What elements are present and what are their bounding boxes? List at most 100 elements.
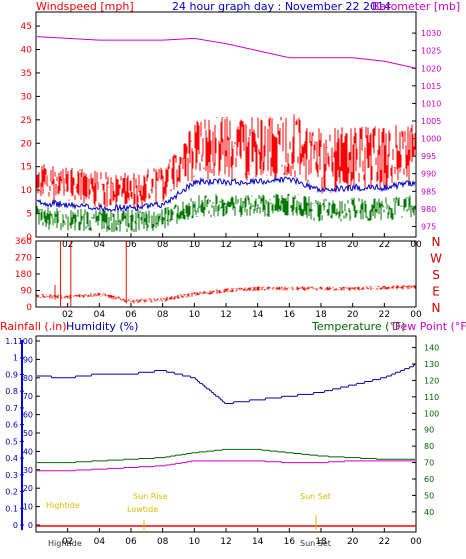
windspeed-tick-label: 5 [26, 210, 32, 220]
panel2-x-ticks: 02 04 06 08 10 12 14 16 18 20 22 00 [62, 303, 422, 320]
humidity-axis-label: Humidity (%) [66, 320, 138, 333]
barometer-tick-label: 1020 [421, 64, 441, 73]
event-sunrise: Sun Rise [133, 492, 168, 501]
barometer-axis-label: Barometer [mb] [372, 0, 460, 13]
humidity-ticks: 0 10 20 30 40 50 60 70 80 90 100 [18, 337, 40, 530]
rainfall-tick-label: 0.8 [5, 387, 18, 396]
panel1-frame [35, 11, 417, 238]
humidity-tick-label: 50 [23, 429, 33, 438]
temperature-tick-label: 140 [424, 344, 439, 353]
direction-ticks: 0 90 180 270 360 [15, 237, 40, 313]
barometer-tick-label: 1000 [421, 135, 441, 144]
temperature-tick-label: 110 [424, 393, 439, 402]
humidity-tick-label: 0 [28, 521, 33, 530]
x-tick-label: 14 [252, 240, 264, 250]
dewpoint-axis-label: Dew Point (°F) [392, 320, 466, 333]
x-tick-label: 02 [62, 537, 73, 547]
x-tick-label: 10 [189, 240, 201, 250]
x-tick-label: 00 [410, 310, 422, 320]
compass-label: S [432, 268, 440, 282]
x-tick-label: 22 [379, 240, 390, 250]
x-tick-label: 16 [284, 240, 296, 250]
barometer-ticks: 975 980 985 990 995 1000 1005 1010 1015 1020 1025 1… [412, 29, 441, 231]
barometer-tick-label: 1005 [421, 117, 441, 126]
windspeed-tick-label: 20 [21, 139, 33, 149]
panel3-frame [35, 335, 417, 533]
x-tick-label: 00 [410, 537, 422, 547]
barometer-tick-label: 990 [421, 170, 436, 179]
barometer-tick-label: 1025 [421, 47, 441, 56]
gust-trace [36, 193, 416, 233]
x-tick-label: 02 [62, 240, 73, 250]
panel2-frame [35, 240, 417, 308]
rainfall-tick-label: 0.9 [5, 370, 18, 379]
humidity-line [37, 364, 415, 405]
windspeed-ticks: 0 5 10 15 20 25 30 35 40 45 [21, 22, 40, 243]
x-tick-label: 20 [347, 537, 359, 547]
windspeed-trace [36, 114, 416, 209]
panel3-x-ticks: 02 04 06 08 10 12 14 16 18 20 22 00 [62, 528, 422, 547]
temperature-tick-label: 90 [424, 426, 434, 435]
windspeed-tick-label: 30 [21, 92, 33, 102]
windspeed-tick-label: 0 [26, 233, 32, 243]
humidity-tick-label: 40 [23, 447, 33, 456]
humidity-tick-label: 60 [23, 411, 33, 420]
humidity-tick-label: 100 [18, 337, 33, 346]
x-tick-label: 22 [379, 310, 390, 320]
rainfall-tick-label: 0 [13, 521, 18, 530]
humidity-tick-label: 20 [23, 484, 33, 493]
dewpoint-line [37, 460, 415, 472]
windspeed-tick-label: 40 [21, 46, 33, 56]
compass-label: N [432, 235, 441, 249]
barometer-tick-label: 995 [421, 152, 436, 161]
barometer-tick-label: 975 [421, 222, 436, 231]
direction-tick-label: 360 [15, 237, 32, 247]
windspeed-tick-label: 10 [21, 186, 33, 196]
event-hightide: Hightide [46, 501, 80, 510]
rainfall-tick-label: 0.5 [5, 437, 18, 446]
wind-direction-trace [36, 241, 416, 307]
x-tick-label: 10 [189, 537, 201, 547]
x-tick-label: 08 [157, 537, 169, 547]
compass-label: E [432, 285, 440, 299]
event-sunset: Sun Set [300, 492, 331, 501]
direction-tick-label: 0 [26, 303, 32, 313]
event-hightide-bottom: Hightide [48, 539, 82, 548]
x-tick-label: 12 [220, 240, 231, 250]
compass-label: W [430, 252, 442, 266]
temperature-tick-label: 50 [424, 491, 434, 500]
temperature-ticks: 40 50 60 70 80 90 100 110 120 130 140 [412, 344, 439, 517]
event-lowtide: Lowtide [127, 505, 158, 514]
windspeed-tick-label: 35 [21, 69, 32, 79]
temperature-tick-label: 60 [424, 475, 434, 484]
rainfall-tick-label: 0.6 [5, 421, 18, 430]
x-tick-label: 10 [189, 310, 201, 320]
barometer-tick-label: 1030 [421, 29, 441, 38]
barometer-tick-label: 980 [421, 205, 436, 214]
x-tick-label: 20 [347, 240, 359, 250]
rainfall-tick-label: 1 [13, 354, 18, 363]
x-tick-label: 04 [94, 240, 106, 250]
rainfall-tick-label: 0.3 [5, 471, 18, 480]
temperature-tick-label: 120 [424, 376, 439, 385]
temperature-tick-label: 130 [424, 360, 439, 369]
rainfall-tick-label: 0.1 [5, 504, 18, 513]
temperature-tick-label: 40 [424, 508, 434, 517]
x-tick-label: 16 [284, 537, 296, 547]
rainfall-tick-label: 0.7 [5, 404, 18, 413]
rainfall-ticks: 0 0.1 0.2 0.3 0.4 0.5 0.6 0.7 0.8 0.9 1 1.1 [5, 337, 24, 530]
humidity-tick-label: 80 [23, 374, 33, 383]
windspeed-tick-label: 15 [21, 163, 32, 173]
x-tick-label: 08 [157, 310, 169, 320]
rainfall-tick-label: 0.2 [5, 488, 18, 497]
humidity-tick-label: 90 [23, 355, 33, 364]
x-tick-label: 06 [125, 310, 137, 320]
x-tick-label: 06 [125, 240, 137, 250]
rainfall-tick-label: 1.1 [5, 337, 18, 346]
barometer-tick-label: 985 [421, 187, 436, 196]
temperature-tick-label: 100 [424, 409, 439, 418]
temperature-tick-label: 70 [424, 459, 434, 468]
x-tick-label: 18 [315, 537, 327, 547]
